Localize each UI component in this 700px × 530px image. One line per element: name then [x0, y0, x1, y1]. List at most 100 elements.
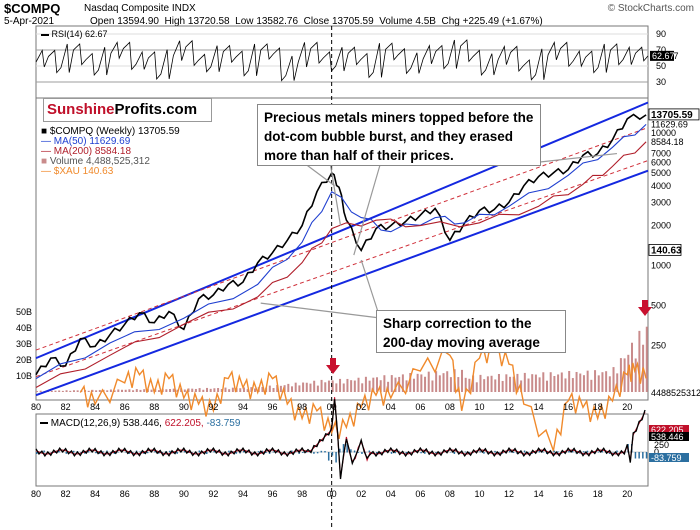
- volume-bar: [87, 390, 90, 392]
- volume-bar: [72, 390, 75, 392]
- volume-bar: [512, 376, 515, 392]
- x-tick-price: 16: [563, 402, 573, 412]
- macd-hist-bar: [128, 452, 130, 454]
- macd-hist-bar: [364, 451, 367, 453]
- macd-hist-bar: [169, 450, 171, 453]
- rsi-current-label: 62.67: [652, 51, 675, 61]
- volume-bar: [169, 389, 172, 392]
- volume-bar: [472, 375, 475, 392]
- macd-hist-bar: [509, 450, 511, 453]
- volume-bar: [183, 389, 186, 392]
- volume-bar: [464, 377, 467, 392]
- macd-hist-bar: [420, 452, 422, 454]
- down-arrow-2021: [638, 307, 652, 316]
- macd-hist-bar: [157, 452, 160, 454]
- macd-hist-bar: [316, 452, 319, 454]
- volume-bar: [431, 380, 434, 392]
- macd-hist-bar: [542, 451, 544, 453]
- volume-bar: [150, 389, 153, 392]
- price-tick: 3000: [651, 197, 671, 207]
- volume-bar: [475, 382, 478, 392]
- volume-bar: [91, 389, 94, 392]
- macd-hist-bar: [446, 450, 448, 453]
- volume-bar: [213, 388, 216, 392]
- price-current-box: [648, 108, 700, 121]
- down-arrow-2021: [642, 300, 648, 308]
- volume-bar: [350, 380, 353, 392]
- macd-hist-bar: [113, 452, 116, 454]
- volume-bar: [420, 374, 423, 392]
- macd-tick: 0: [654, 447, 659, 457]
- macd-hist-bar: [527, 452, 530, 453]
- volume-bar: [246, 389, 249, 392]
- volume-bar: [608, 376, 611, 392]
- macd-hist-bar: [261, 450, 263, 453]
- macd-hist-bar: [553, 450, 555, 453]
- volume-bar: [165, 389, 168, 392]
- volume-bar: [172, 388, 175, 392]
- macd-hist-bar: [331, 452, 334, 456]
- volume-bar: [520, 380, 523, 392]
- x-tick-price: 14: [534, 402, 544, 412]
- volume-bar: [534, 374, 537, 392]
- volume-bar: [527, 378, 530, 392]
- volume-bar: [287, 383, 290, 392]
- callout1-pointer: [539, 152, 618, 163]
- volume-bar: [157, 390, 160, 392]
- price-tick: 250: [651, 340, 666, 350]
- volume-bar: [409, 372, 412, 392]
- volume-bar: [394, 377, 397, 392]
- volume-bar: [231, 387, 234, 392]
- volume-tick: 50B: [16, 307, 32, 317]
- down-arrow-2000: [326, 365, 340, 374]
- volume-bar: [368, 380, 371, 392]
- ma50-line: [35, 124, 647, 380]
- chart-header: $COMPQ Nasdaq Composite INDX 5-Apr-2021 …: [0, 0, 700, 27]
- x-tick-macd: 20: [622, 489, 632, 499]
- volume-bar: [128, 389, 131, 392]
- volume-bar: [601, 372, 604, 392]
- legend-volume: ■ Volume 4,488,525,312: [41, 156, 150, 167]
- macd-hist-bar: [109, 452, 112, 453]
- price-line: [35, 113, 647, 376]
- volume-bar: [143, 389, 146, 392]
- macd-hist-bar: [616, 450, 618, 453]
- legend-ma50: — MA(50) 11629.69: [41, 136, 131, 147]
- rsi-tick: 50: [656, 61, 666, 71]
- volume-bar: [427, 371, 430, 392]
- price-tick: 1000: [651, 261, 671, 271]
- volume-bar: [505, 374, 508, 392]
- macd-hist-bar: [357, 452, 360, 453]
- volume-bar: [65, 390, 68, 392]
- volume-bar: [346, 378, 349, 392]
- x-tick-macd: 88: [149, 489, 159, 499]
- volume-bar: [553, 376, 556, 392]
- x-tick-macd: 12: [504, 489, 514, 499]
- macd-value-label: 622.205: [651, 425, 684, 435]
- macd-hist-bar: [95, 452, 97, 454]
- x-tick-price: 04: [386, 402, 396, 412]
- volume-bar: [250, 387, 253, 392]
- volume-bar: [383, 375, 386, 392]
- volume-bar: [206, 387, 208, 392]
- callout-correction: Sharp correction to the 200-day moving a…: [376, 310, 566, 353]
- volume-bar: [335, 383, 338, 392]
- macd-hist-bar: [257, 451, 260, 453]
- volume-bar: [61, 390, 64, 392]
- rsi-legend: RSI(14) 62.67: [41, 29, 108, 39]
- volume-bar: [224, 387, 227, 392]
- volume-bar: [50, 390, 53, 392]
- volume-bar: [560, 372, 563, 392]
- rsi-line: [35, 39, 649, 82]
- callout-miners: Precious metals miners topped before the…: [257, 104, 541, 166]
- macd-hist-bar: [272, 451, 275, 453]
- rsi-current-box: [650, 50, 674, 61]
- ma200-line: [35, 141, 647, 388]
- macd-hist-bar: [582, 451, 585, 453]
- volume-bar: [194, 388, 197, 392]
- x-tick-macd: 16: [563, 489, 573, 499]
- volume-bar: [376, 377, 378, 392]
- macd-hist-bar: [265, 452, 267, 454]
- volume-bar: [54, 390, 57, 392]
